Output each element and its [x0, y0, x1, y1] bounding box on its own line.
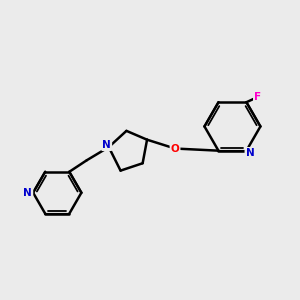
Text: O: O [171, 143, 179, 154]
Text: N: N [246, 148, 254, 158]
Text: F: F [254, 92, 261, 102]
Text: N: N [23, 188, 32, 198]
Text: N: N [102, 140, 111, 150]
